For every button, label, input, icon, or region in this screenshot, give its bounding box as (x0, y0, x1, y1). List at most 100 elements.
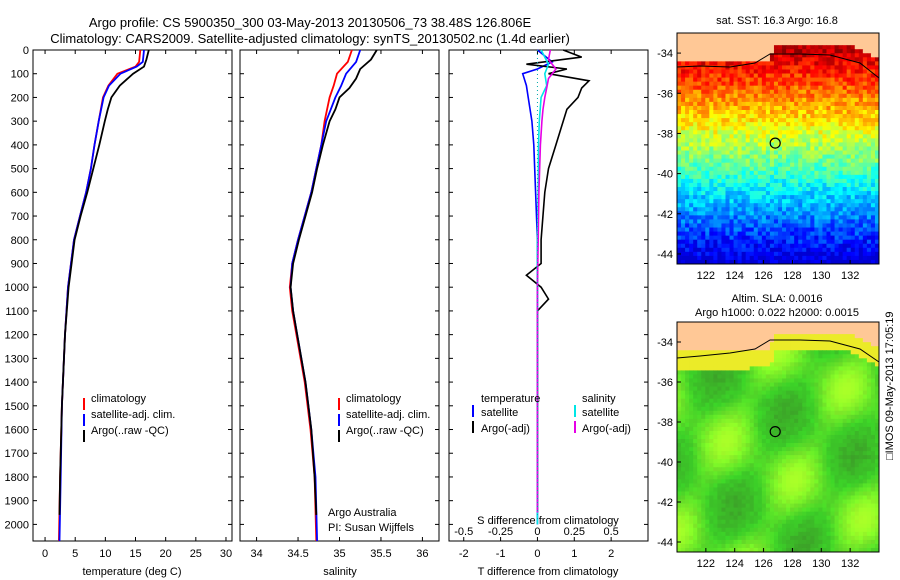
heatmap-cell (697, 326, 702, 331)
heatmap-cell (753, 174, 759, 180)
heatmap-cell (798, 195, 803, 200)
heatmap-cell (761, 89, 767, 95)
heatmap-cell (838, 402, 844, 408)
heatmap-cell (717, 166, 722, 172)
heatmap-cell (874, 322, 880, 327)
heatmap-cell (733, 422, 738, 428)
heatmap-cell (818, 110, 823, 115)
heatmap-cell (725, 402, 730, 408)
heatmap-cell (677, 33, 682, 38)
heatmap-cell (701, 61, 706, 66)
heatmap-cell (725, 101, 730, 107)
heatmap-cell (677, 203, 682, 208)
heatmap-cell (721, 459, 726, 464)
heatmap-cell (717, 118, 722, 123)
heatmap-cell (782, 366, 787, 371)
heatmap-cell (709, 130, 714, 135)
heatmap-cell (749, 187, 755, 192)
heatmap-cell (689, 338, 694, 343)
heatmap-cell (870, 247, 876, 253)
heatmap-cell (693, 455, 698, 460)
heatmap-cell (862, 154, 868, 160)
heatmap-cell (810, 227, 815, 232)
heatmap-cell (741, 422, 747, 428)
heatmap-cell (689, 199, 694, 204)
heatmap-cell (790, 350, 795, 355)
heatmap-cell (745, 101, 751, 107)
heatmap-cell (729, 322, 734, 327)
heatmap-cell (729, 398, 734, 404)
heatmap-cell (693, 154, 698, 160)
heatmap-cell (749, 459, 755, 464)
heatmap-cell (713, 114, 718, 119)
heatmap-cell (685, 211, 690, 216)
heatmap-cell (681, 422, 686, 428)
heatmap-cell (733, 170, 738, 176)
heatmap-cell (818, 158, 823, 164)
heatmap-cell (737, 178, 743, 184)
heatmap-cell (717, 154, 722, 160)
y-tick-label: 900 (11, 258, 29, 270)
heatmap-cell (830, 459, 835, 464)
heatmap-cell (874, 182, 880, 188)
heatmap-cell (761, 219, 767, 224)
heatmap-cell (850, 370, 856, 375)
heatmap-cell (842, 85, 848, 91)
heatmap-cell (765, 126, 771, 131)
heatmap-cell (681, 219, 686, 224)
heatmap-cell (826, 150, 831, 155)
heatmap-cell (713, 334, 718, 339)
heatmap-cell (701, 203, 706, 208)
heatmap-cell (822, 366, 827, 371)
heatmap-cell (677, 430, 682, 436)
heatmap-cell (798, 426, 803, 432)
heatmap-cell (814, 166, 819, 172)
heatmap-cell (693, 362, 698, 367)
heatmap-cell (874, 414, 880, 420)
heatmap-cell (802, 126, 807, 131)
heatmap-cell (693, 166, 698, 172)
heatmap-cell (677, 166, 682, 172)
heatmap-cell (858, 251, 864, 257)
heatmap-cell (709, 146, 714, 151)
heatmap-cell (814, 259, 819, 265)
heatmap-cell (697, 382, 702, 387)
heatmap-cell (874, 85, 880, 91)
heatmap-cell (806, 146, 811, 151)
heatmap-cell (729, 170, 734, 176)
heatmap-cell (769, 451, 775, 456)
heatmap-cell (757, 370, 763, 375)
heatmap-cell (858, 69, 864, 74)
heatmap-cell (765, 170, 771, 176)
heatmap-cell (729, 207, 734, 212)
heatmap-cell (834, 402, 839, 408)
heatmap-cell (822, 374, 827, 379)
heatmap-cell (810, 162, 815, 168)
heatmap-cell (794, 77, 799, 83)
heatmap-cell (709, 463, 714, 468)
heatmap-cell (689, 235, 694, 241)
heatmap-cell (802, 243, 807, 249)
heatmap-cell (790, 378, 795, 383)
heatmap-cell (858, 195, 864, 200)
heatmap-cell (842, 255, 848, 261)
heatmap-cell (725, 467, 730, 472)
heatmap-cell (862, 378, 868, 383)
heatmap-cell (753, 239, 759, 245)
heatmap-cell (842, 166, 848, 172)
heatmap-cell (814, 322, 819, 327)
heatmap-cell (798, 394, 803, 400)
heatmap-cell (870, 174, 876, 180)
heatmap-cell (761, 439, 767, 444)
heatmap-cell (773, 259, 779, 265)
heatmap-cell (749, 191, 755, 196)
heatmap-cell (733, 211, 738, 216)
heatmap-cell (786, 447, 791, 452)
heatmap-cell (822, 142, 827, 147)
heatmap-cell (681, 211, 686, 216)
heatmap-cell (798, 85, 803, 91)
heatmap-cell (834, 346, 839, 351)
heatmap-cell (685, 170, 690, 176)
x-tick-label: -2 (459, 548, 469, 560)
heatmap-cell (773, 85, 779, 91)
